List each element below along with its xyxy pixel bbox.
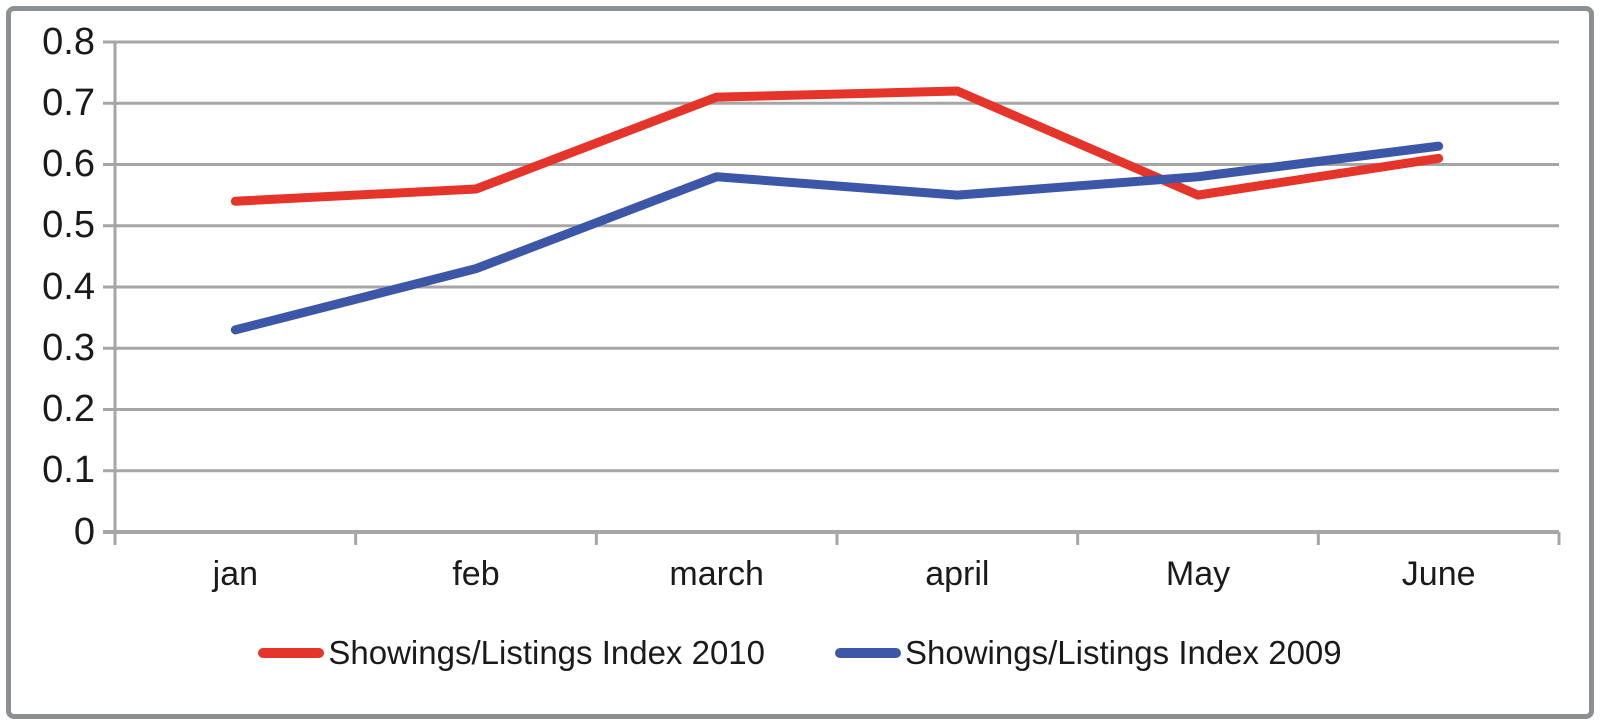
y-tick-label: 0.3 <box>42 326 95 369</box>
x-tick-label-jan: jan <box>212 554 259 593</box>
legend-swatch-2010 <box>258 648 325 658</box>
x-tick-label-march: march <box>669 554 764 593</box>
legend-label-2009: Showings/Listings Index 2009 <box>905 634 1342 671</box>
y-tick-label: 0.6 <box>42 143 95 185</box>
chart-outer-border <box>6 6 1594 719</box>
chart-legend: Showings/Listings Index 2010 Showings/Li… <box>0 634 1600 672</box>
legend-item-2009: Showings/Listings Index 2009 <box>835 634 1342 672</box>
series-line-2009 <box>230 141 1444 335</box>
legend-swatch-2009 <box>835 648 901 658</box>
y-tick-label: 0.1 <box>42 449 95 492</box>
legend-item-2010: Showings/Listings Index 2010 <box>258 634 765 672</box>
y-tick-label: 0.8 <box>42 20 95 63</box>
y-tick-label: 0.4 <box>42 265 95 308</box>
y-tick-label: 0.2 <box>42 388 95 430</box>
x-tick-label-feb: feb <box>452 554 500 593</box>
y-tick-label: 0.7 <box>42 81 95 124</box>
legend-label-2010: Showings/Listings Index 2010 <box>328 634 765 671</box>
x-tick-label-May: May <box>1165 554 1231 593</box>
series-line-2010 <box>230 86 1444 206</box>
x-tick-label-June: June <box>1401 554 1476 593</box>
x-tick-label-april: april <box>925 554 990 593</box>
y-tick-label: 0.5 <box>42 204 95 247</box>
y-tick-label: 0 <box>73 510 95 553</box>
